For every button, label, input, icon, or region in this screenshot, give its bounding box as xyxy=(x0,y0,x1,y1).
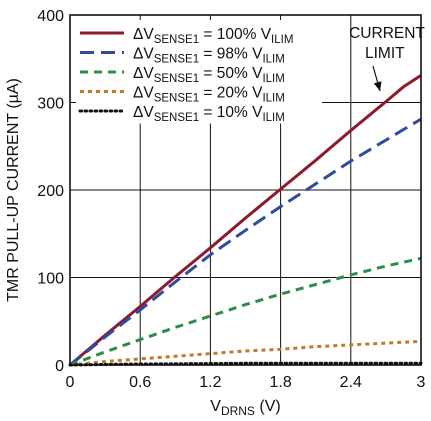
series-line-5 xyxy=(68,361,423,367)
series-line-2 xyxy=(69,117,422,367)
x-tick-label: 1.8 xyxy=(269,374,291,391)
annotation-background xyxy=(354,20,420,64)
annotation-line-2: LIMIT xyxy=(365,45,405,62)
y-tick-label: 300 xyxy=(37,96,64,113)
series-line-3 xyxy=(69,256,422,367)
y-tick-label: 100 xyxy=(37,271,64,288)
y-tick-label: 0 xyxy=(55,358,64,375)
legend-label-2: ΔVSENSE1 = 98% VILIM xyxy=(133,46,285,66)
y-axis-label: TMR PULL-UP CURRENT (µA) xyxy=(5,78,22,302)
series-layer xyxy=(68,74,423,367)
annotation-line-1: CURRENT xyxy=(349,25,425,42)
y-tick-label: 400 xyxy=(37,8,64,25)
x-tick-label: 1.2 xyxy=(199,374,221,391)
legend-label-4: ΔVSENSE1 = 20% VILIM xyxy=(133,85,285,105)
annotation-arrowhead xyxy=(373,81,382,91)
y-tick-label: 200 xyxy=(37,183,64,200)
legend-label-1: ΔVSENSE1 = 100% VILIM xyxy=(133,26,293,46)
legend-label-5: ΔVSENSE1 = 10% VILIM xyxy=(133,104,285,124)
legend-background xyxy=(76,20,322,124)
x-tick-label: 0.6 xyxy=(129,374,151,391)
current-limit-annotation: CURRENT LIMIT xyxy=(349,20,425,92)
series-line-4 xyxy=(69,339,422,367)
series-line-1 xyxy=(69,74,422,367)
x-axis-label: VDRNS (V) xyxy=(210,398,280,418)
plot-frame xyxy=(69,14,422,366)
x-tick-label: 3 xyxy=(417,374,426,391)
x-tick-label: 0 xyxy=(66,374,75,391)
x-tick-label: 2.4 xyxy=(340,374,362,391)
tick-labels: 0 0.6 1.2 1.8 2.4 3 0 100 200 300 400 xyxy=(37,8,425,391)
legend-label-3: ΔVSENSE1 = 50% VILIM xyxy=(133,65,285,85)
